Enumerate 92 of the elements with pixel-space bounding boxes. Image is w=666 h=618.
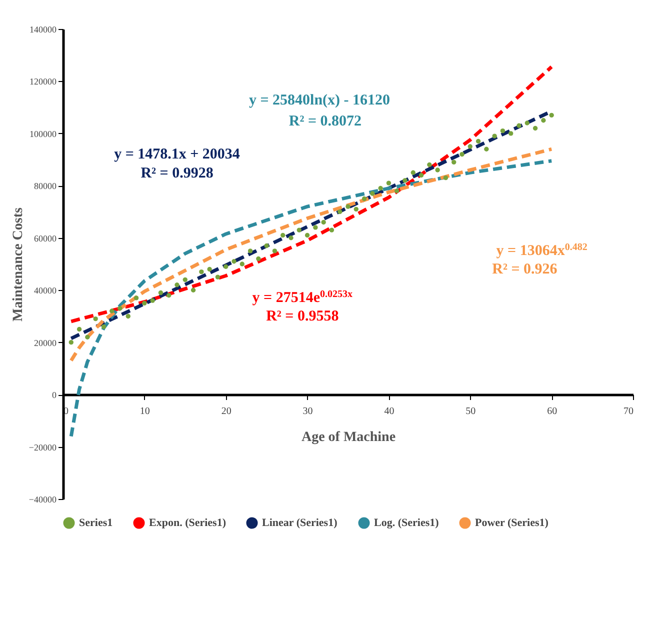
point	[93, 316, 98, 322]
point	[508, 131, 514, 136]
point	[288, 236, 294, 240]
point	[118, 306, 122, 311]
annotation: R² = 0.9928	[140, 165, 214, 182]
point	[224, 264, 228, 269]
point	[386, 180, 392, 186]
legend-label: Log. (Series1)	[374, 517, 440, 529]
y-tick-label: −20000	[28, 442, 57, 452]
legend-label: Power (Series1)	[475, 517, 549, 529]
point	[166, 292, 172, 298]
point	[232, 259, 236, 264]
point	[516, 123, 522, 128]
legend-label: Expon. (Series1)	[149, 517, 226, 529]
point	[68, 340, 74, 345]
point	[126, 314, 130, 319]
y-axis-title: Maintenance Costs	[10, 206, 26, 322]
point	[85, 334, 90, 340]
point	[549, 112, 554, 118]
y-tick-label: 60000	[34, 233, 57, 244]
point	[476, 138, 481, 144]
point	[452, 160, 456, 165]
point	[76, 326, 82, 332]
annotation: R² = 0.926	[492, 262, 558, 278]
point	[460, 152, 464, 157]
point	[321, 220, 326, 225]
point	[158, 290, 164, 296]
point	[296, 228, 302, 232]
y-tick-label: 20000	[34, 338, 57, 348]
annotation: y = 13064x$^{0.482}$	[496, 241, 588, 259]
point	[484, 146, 489, 152]
x-tick-label: 60	[547, 406, 558, 418]
y-tick-label: 120000	[30, 76, 57, 87]
annotation: R² = 0.9558	[266, 308, 339, 325]
y-tick-label: −40000	[28, 494, 57, 504]
point	[418, 172, 424, 178]
point	[280, 232, 286, 238]
point	[182, 277, 188, 282]
point	[524, 120, 530, 126]
point	[190, 288, 196, 292]
point	[150, 298, 155, 303]
point	[410, 170, 416, 175]
point	[500, 128, 506, 134]
x-axis-title: Age of Machine	[301, 430, 396, 446]
x-tick-label: 70	[624, 406, 634, 418]
point	[313, 225, 318, 230]
point	[346, 204, 350, 209]
point	[541, 118, 546, 123]
point	[532, 126, 538, 131]
point	[435, 168, 440, 172]
point	[329, 228, 334, 232]
y-tick-label: 140000	[30, 24, 57, 34]
y-tick-label: 0	[52, 390, 57, 400]
annotation: y = 1478.1x + 20034	[114, 146, 240, 163]
y-tick-label: 100000	[30, 128, 57, 139]
point	[248, 248, 253, 254]
point	[338, 209, 342, 214]
point	[215, 274, 220, 280]
point	[134, 296, 139, 300]
x-tick-label: 50	[466, 406, 476, 418]
annotation: y = 25840ln(x) - 16120	[248, 92, 390, 108]
point	[272, 248, 278, 254]
annotation: R² = 0.8072	[288, 114, 362, 130]
annotation: y = 27514e$^{0.0253x}$	[252, 288, 353, 306]
point	[207, 266, 212, 272]
point	[199, 269, 204, 274]
point	[378, 186, 383, 191]
legend-label: Series1	[79, 517, 113, 529]
point	[394, 188, 400, 194]
point	[468, 144, 472, 149]
point	[240, 262, 244, 266]
point	[256, 256, 261, 262]
point	[354, 206, 358, 212]
point	[362, 196, 367, 202]
y-tick-label: 80000	[34, 181, 57, 192]
point	[264, 243, 269, 248]
point	[142, 300, 147, 306]
x-tick-label: 30	[302, 406, 313, 418]
legend-label: Linear (Series1)	[262, 517, 338, 529]
point	[174, 282, 180, 288]
x-tick-label: 20	[221, 406, 232, 418]
point	[427, 162, 432, 168]
point	[402, 178, 408, 183]
point	[370, 191, 375, 196]
y-tick-label: 40000	[34, 286, 57, 296]
point	[443, 175, 448, 180]
point	[304, 232, 310, 238]
x-tick-label: 40	[384, 406, 394, 418]
point	[492, 134, 497, 138]
point	[110, 308, 114, 314]
x-tick-label: 10	[140, 406, 150, 418]
point	[101, 324, 106, 330]
